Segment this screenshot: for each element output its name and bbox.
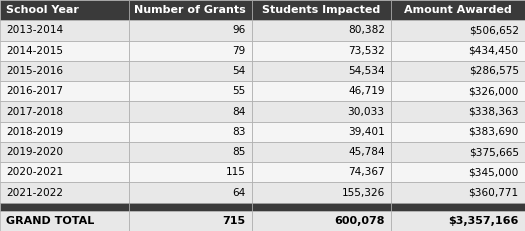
Bar — [252, 20, 391, 41]
Bar — [0, 122, 129, 142]
Text: 2013-2014: 2013-2014 — [6, 25, 64, 35]
Text: 2017-2018: 2017-2018 — [6, 106, 64, 116]
Bar — [129, 101, 252, 122]
Bar — [391, 203, 525, 211]
Text: GRAND TOTAL: GRAND TOTAL — [6, 216, 94, 226]
Text: 2021-2022: 2021-2022 — [6, 188, 64, 198]
Text: 39,401: 39,401 — [348, 127, 385, 137]
Text: 85: 85 — [233, 147, 246, 157]
Bar — [129, 203, 252, 211]
Bar — [0, 203, 129, 211]
Bar — [252, 0, 391, 20]
Bar — [129, 20, 252, 41]
Text: 155,326: 155,326 — [342, 188, 385, 198]
Text: 55: 55 — [233, 86, 246, 96]
Text: 64: 64 — [233, 188, 246, 198]
Text: 96: 96 — [233, 25, 246, 35]
Bar — [129, 0, 252, 20]
Bar — [129, 122, 252, 142]
Text: Amount Awarded: Amount Awarded — [404, 5, 512, 15]
Bar — [0, 142, 129, 162]
Text: $3,357,166: $3,357,166 — [448, 216, 519, 226]
Bar — [252, 122, 391, 142]
Bar — [252, 211, 391, 231]
Text: 84: 84 — [233, 106, 246, 116]
Text: 80,382: 80,382 — [348, 25, 385, 35]
Bar — [129, 142, 252, 162]
Bar — [252, 203, 391, 211]
Bar — [391, 81, 525, 101]
Bar — [391, 20, 525, 41]
Bar — [252, 61, 391, 81]
Bar — [0, 0, 129, 20]
Text: 83: 83 — [232, 127, 246, 137]
Text: 54: 54 — [233, 66, 246, 76]
Bar — [391, 211, 525, 231]
Bar — [0, 211, 129, 231]
Text: $345,000: $345,000 — [468, 167, 519, 177]
Bar — [129, 61, 252, 81]
Bar — [391, 0, 525, 20]
Text: 2018-2019: 2018-2019 — [6, 127, 64, 137]
Bar — [391, 142, 525, 162]
Bar — [391, 41, 525, 61]
Text: $506,652: $506,652 — [469, 25, 519, 35]
Bar — [129, 41, 252, 61]
Text: School Year: School Year — [6, 5, 79, 15]
Bar — [252, 182, 391, 203]
Text: Number of Grants: Number of Grants — [134, 5, 246, 15]
Text: $434,450: $434,450 — [469, 46, 519, 56]
Bar — [252, 41, 391, 61]
Text: 2015-2016: 2015-2016 — [6, 66, 64, 76]
Text: 715: 715 — [223, 216, 246, 226]
Bar — [391, 101, 525, 122]
Text: 54,534: 54,534 — [348, 66, 385, 76]
Bar — [252, 81, 391, 101]
Text: $360,771: $360,771 — [469, 188, 519, 198]
Text: 115: 115 — [226, 167, 246, 177]
Bar — [252, 142, 391, 162]
Text: $383,690: $383,690 — [468, 127, 519, 137]
Text: 2019-2020: 2019-2020 — [6, 147, 64, 157]
Bar — [129, 182, 252, 203]
Bar — [391, 162, 525, 182]
Bar — [0, 182, 129, 203]
Text: 2016-2017: 2016-2017 — [6, 86, 64, 96]
Text: 79: 79 — [233, 46, 246, 56]
Text: $286,575: $286,575 — [469, 66, 519, 76]
Text: 2014-2015: 2014-2015 — [6, 46, 64, 56]
Bar — [391, 182, 525, 203]
Text: 46,719: 46,719 — [348, 86, 385, 96]
Bar — [0, 61, 129, 81]
Bar — [391, 61, 525, 81]
Text: 600,078: 600,078 — [334, 216, 385, 226]
Bar — [129, 162, 252, 182]
Bar — [0, 41, 129, 61]
Bar — [0, 81, 129, 101]
Bar — [252, 101, 391, 122]
Text: $375,665: $375,665 — [469, 147, 519, 157]
Bar — [0, 20, 129, 41]
Text: 74,367: 74,367 — [348, 167, 385, 177]
Bar — [129, 81, 252, 101]
Bar — [129, 211, 252, 231]
Bar — [391, 122, 525, 142]
Text: 2020-2021: 2020-2021 — [6, 167, 64, 177]
Text: 73,532: 73,532 — [348, 46, 385, 56]
Bar — [0, 162, 129, 182]
Text: $338,363: $338,363 — [468, 106, 519, 116]
Text: $326,000: $326,000 — [468, 86, 519, 96]
Bar — [0, 101, 129, 122]
Text: 45,784: 45,784 — [348, 147, 385, 157]
Text: 30,033: 30,033 — [348, 106, 385, 116]
Text: Students Impacted: Students Impacted — [262, 5, 381, 15]
Bar — [252, 162, 391, 182]
